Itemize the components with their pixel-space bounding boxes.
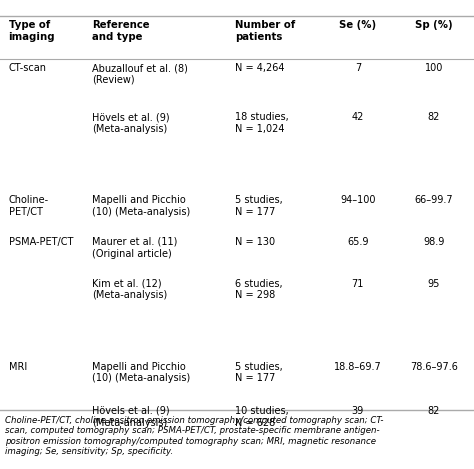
Text: Hövels et al. (9)
(Meta-analysis): Hövels et al. (9) (Meta-analysis) [92,406,170,428]
Text: 100: 100 [425,63,443,73]
Text: 66–99.7: 66–99.7 [414,195,453,205]
Text: 42: 42 [352,112,364,122]
Text: Type of
imaging: Type of imaging [9,20,55,42]
Text: Abuzallouf et al. (8)
(Review): Abuzallouf et al. (8) (Review) [92,63,188,85]
Text: 82: 82 [428,112,440,122]
Text: Sp (%): Sp (%) [415,20,453,30]
Text: Reference
and type: Reference and type [92,20,150,42]
Text: 98.9: 98.9 [423,237,445,247]
Text: Choline-
PET/CT: Choline- PET/CT [9,195,49,217]
Text: 5 studies,
N = 177: 5 studies, N = 177 [235,195,283,217]
Text: Maurer et al. (11)
(Original article): Maurer et al. (11) (Original article) [92,237,178,258]
Text: Hövels et al. (9)
(Meta-analysis): Hövels et al. (9) (Meta-analysis) [92,112,170,134]
Text: 18.8–69.7: 18.8–69.7 [334,362,382,372]
Text: 18 studies,
N = 1,024: 18 studies, N = 1,024 [235,112,288,134]
Text: N = 130: N = 130 [235,237,275,247]
Text: 65.9: 65.9 [347,237,369,247]
Text: 78.6–97.6: 78.6–97.6 [410,362,458,372]
Text: 7: 7 [355,63,361,73]
Text: 94–100: 94–100 [340,195,375,205]
Text: Mapelli and Picchio
(10) (Meta-analysis): Mapelli and Picchio (10) (Meta-analysis) [92,362,191,383]
Text: Kim et al. (12)
(Meta-analysis): Kim et al. (12) (Meta-analysis) [92,279,168,300]
Text: Number of
patients: Number of patients [235,20,295,42]
Text: 10 studies,
N = 628: 10 studies, N = 628 [235,406,288,428]
Text: 5 studies,
N = 177: 5 studies, N = 177 [235,362,283,383]
Text: 82: 82 [428,406,440,416]
Text: Se (%): Se (%) [339,20,376,30]
Text: CT-scan: CT-scan [9,63,46,73]
Text: Choline-PET/CT, choline positron emission tomography/computed tomography scan; C: Choline-PET/CT, choline positron emissio… [5,416,383,456]
Text: Mapelli and Picchio
(10) (Meta-analysis): Mapelli and Picchio (10) (Meta-analysis) [92,195,191,217]
Text: PSMA-PET/CT: PSMA-PET/CT [9,237,73,247]
Text: 95: 95 [428,279,440,288]
Text: 71: 71 [352,279,364,288]
Text: 39: 39 [352,406,364,416]
Text: MRI: MRI [9,362,27,372]
Text: 6 studies,
N = 298: 6 studies, N = 298 [235,279,282,300]
Text: N = 4,264: N = 4,264 [235,63,284,73]
